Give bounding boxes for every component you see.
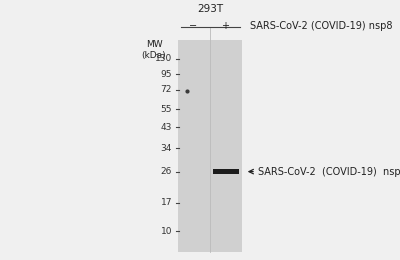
Text: 95: 95 [160,70,172,79]
Text: SARS-CoV-2 (COVID-19) nsp8: SARS-CoV-2 (COVID-19) nsp8 [250,21,392,31]
Text: +: + [221,21,229,31]
Text: −: − [189,21,197,31]
Text: 10: 10 [160,227,172,236]
Text: MW
(kDa): MW (kDa) [142,40,166,60]
Text: 17: 17 [160,198,172,207]
Text: 26: 26 [161,167,172,176]
Text: 34: 34 [161,144,172,153]
Bar [178,40,242,252]
Text: 130: 130 [155,54,172,63]
Text: 55: 55 [160,105,172,114]
Text: SARS-CoV-2  (COVID-19)  nsp8: SARS-CoV-2 (COVID-19) nsp8 [258,167,400,177]
Text: 43: 43 [161,123,172,132]
Text: 72: 72 [161,85,172,94]
Text: 293T: 293T [197,4,223,14]
Bar [213,169,239,174]
